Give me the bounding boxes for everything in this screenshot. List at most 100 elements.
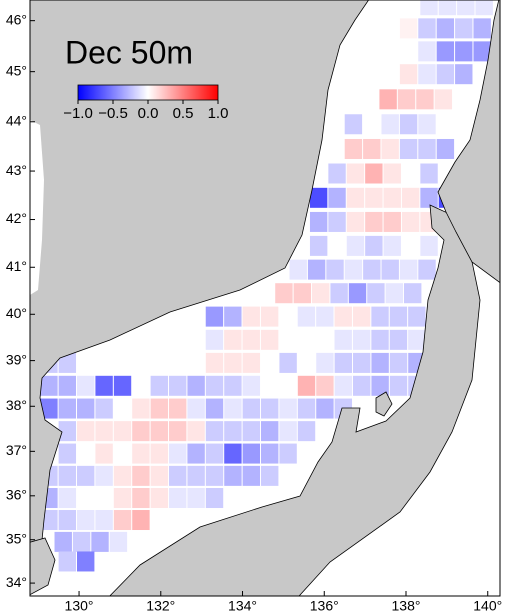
grid-cell	[260, 306, 279, 327]
grid-cell	[367, 283, 385, 304]
grid-cell	[95, 398, 113, 419]
grid-cell	[169, 421, 187, 442]
grid-cell	[455, 18, 473, 39]
grid-cell	[242, 306, 260, 327]
grid-cell	[77, 510, 95, 531]
grid-cell	[54, 531, 72, 552]
grid-cell	[242, 375, 261, 396]
grid-cell	[365, 163, 383, 184]
grid-cell	[363, 114, 381, 135]
x-tick-label: 138°	[392, 598, 421, 614]
grid-cell	[473, 18, 491, 39]
grid-cell	[58, 551, 77, 572]
grid-cell	[297, 306, 316, 327]
grid-cell	[381, 114, 399, 135]
grid-cell	[418, 259, 436, 280]
grid-cell	[77, 551, 95, 572]
grid-cell	[399, 41, 418, 62]
grid-cell	[389, 329, 408, 350]
colorbar-tick-label: 1.0	[208, 105, 229, 122]
map-area	[30, 0, 500, 596]
x-tick-label: 136°	[310, 598, 339, 614]
grid-cell	[95, 510, 113, 531]
grid-cell	[58, 488, 77, 509]
grid-cell	[187, 465, 205, 486]
grid-cell	[132, 488, 150, 509]
y-tick-label: 35°	[6, 530, 27, 546]
grid-cell	[279, 352, 297, 373]
grid-cell	[328, 211, 346, 232]
grid-cell	[401, 211, 420, 232]
grid-cell	[150, 488, 169, 509]
grid-cell	[58, 421, 77, 442]
grid-cell	[365, 187, 383, 208]
grid-cell	[371, 329, 389, 350]
grid-cell	[475, 0, 493, 16]
grid-cell	[132, 421, 150, 442]
grid-cell	[389, 375, 408, 396]
grid-cell	[132, 443, 150, 464]
grid-cell	[404, 283, 422, 304]
y-tick-label: 44°	[6, 112, 27, 128]
grid-cell	[383, 235, 401, 256]
frame	[29, 0, 501, 597]
x-tick-label: 140°	[473, 598, 502, 614]
grid-cell	[297, 421, 316, 442]
grid-cell	[224, 375, 242, 396]
grid-cell	[297, 398, 316, 419]
grid-cell	[401, 187, 420, 208]
grid-cell	[418, 41, 436, 62]
grid-cell	[365, 211, 383, 232]
grid-cell	[150, 421, 169, 442]
grid-cell	[261, 465, 279, 486]
grid-cell	[260, 329, 279, 350]
grid-cell	[279, 306, 297, 327]
grid-cell	[389, 306, 408, 327]
grid-cell	[316, 375, 334, 396]
colorbar	[77, 84, 219, 101]
grid-cell	[224, 465, 242, 486]
grid-cell	[77, 488, 95, 509]
grid-cell	[436, 64, 455, 85]
grid-cell	[346, 163, 365, 184]
grid-cell	[224, 352, 242, 373]
grid-cell	[297, 329, 316, 350]
grid-cell	[401, 235, 420, 256]
grid-cell	[316, 352, 334, 373]
x-tick-label: 132°	[146, 598, 175, 614]
grid-cell	[381, 138, 399, 159]
grid-cell	[334, 306, 352, 327]
grid-cell	[363, 138, 381, 159]
grid-cell	[113, 465, 132, 486]
grid-cell	[346, 235, 365, 256]
grid-cell	[381, 259, 399, 280]
grid-cell	[58, 510, 77, 531]
grid-cell	[399, 138, 418, 159]
grid-cell	[91, 531, 109, 552]
land-honshu	[109, 204, 481, 596]
grid-cell	[416, 89, 434, 110]
grid-cell	[58, 465, 77, 486]
grid-cell	[169, 443, 187, 464]
colorbar-tick-label: 0.5	[173, 105, 194, 122]
grid-cell	[328, 187, 346, 208]
grid-cell	[363, 259, 381, 280]
grid-cell	[457, 0, 475, 16]
grid-cell	[205, 443, 224, 464]
y-tick-label: 45°	[6, 62, 27, 78]
grid-cell	[187, 398, 205, 419]
grid-cell	[58, 398, 77, 419]
grid-cell	[224, 443, 242, 464]
grid-cell	[344, 114, 363, 135]
grid-cell	[279, 443, 297, 464]
grid-cell	[77, 421, 95, 442]
grid-cell	[326, 259, 344, 280]
grid-cell	[346, 187, 365, 208]
grid-cell	[371, 306, 389, 327]
grid-cell	[408, 306, 426, 327]
grid-cell	[309, 187, 328, 208]
cells	[40, 0, 493, 572]
grid-cell	[205, 329, 224, 350]
grid-cell	[418, 114, 436, 135]
grid-cell	[312, 283, 330, 304]
